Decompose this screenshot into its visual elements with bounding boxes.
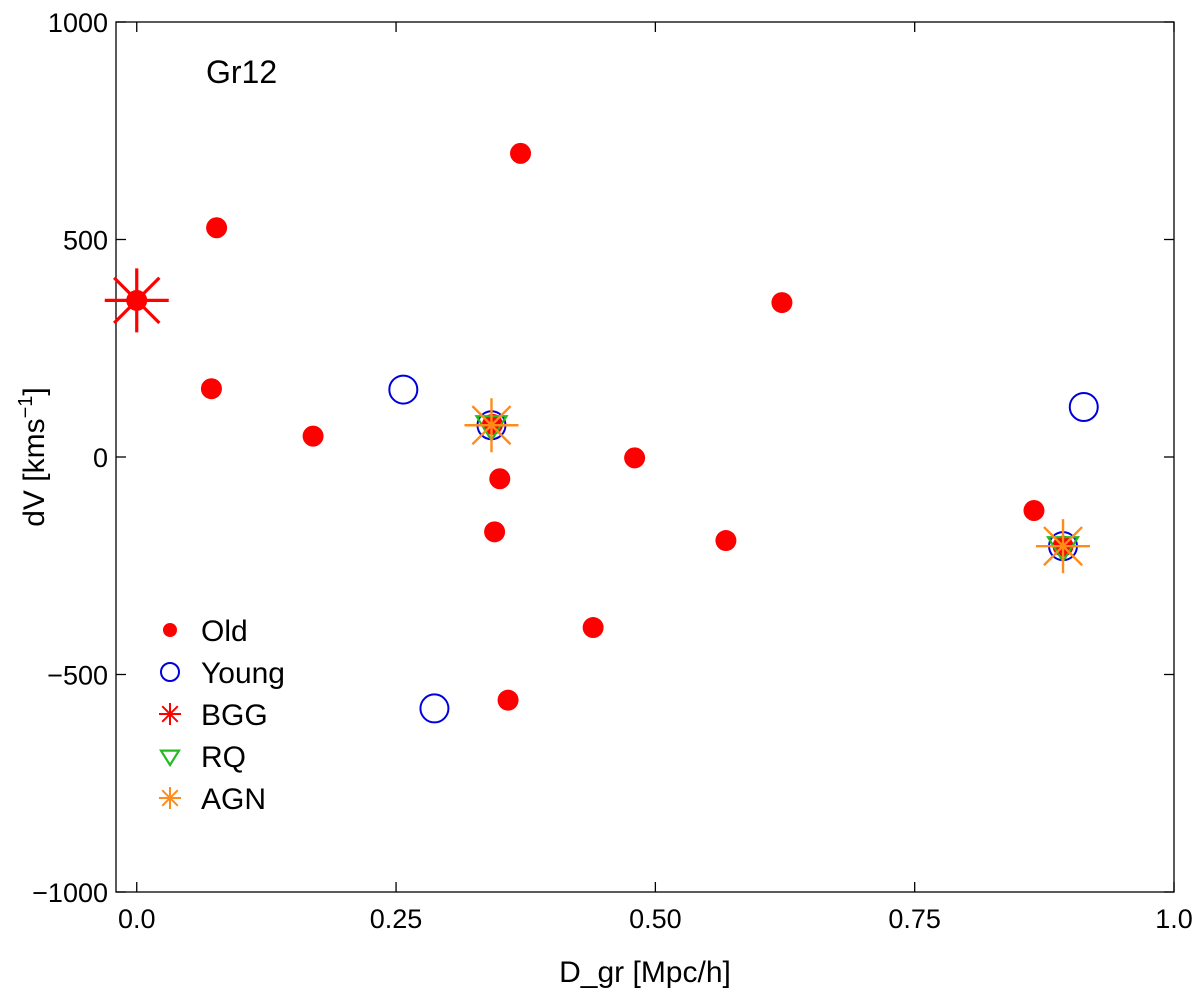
y-axis-label-close: ] [18, 387, 51, 395]
data-points [104, 142, 1099, 724]
legend: Old Young BGG RQ AGN [159, 615, 285, 816]
x-tick-label: 0.75 [888, 904, 941, 934]
old-point [302, 425, 324, 447]
old-point [582, 617, 604, 639]
y-tick-label: 0 [93, 443, 108, 473]
young-point [1068, 391, 1099, 422]
y-tick-label: 500 [63, 226, 108, 256]
old-point [489, 468, 511, 490]
legend-marker-agn [159, 787, 181, 809]
x-axis-label: D_gr [Mpc/h] [559, 956, 731, 989]
x-tick-label: 0.25 [370, 904, 423, 934]
legend-marker-young [160, 662, 180, 682]
old-point [510, 142, 532, 164]
axis-ticks: 0.0 0.25 0.50 0.75 1.0 −1000 −500 0 500 1000 [32, 8, 1193, 934]
old-point [484, 521, 506, 543]
old-point [771, 292, 793, 314]
bgg-point-stroke [112, 276, 161, 325]
y-axis-label-main: dV [kms [18, 418, 51, 526]
legend-marker-old [163, 623, 177, 637]
agn-point-stroke [471, 405, 512, 446]
old-point [497, 689, 519, 711]
young-point [419, 693, 450, 724]
chart-annotation: Gr12 [206, 54, 277, 90]
y-axis-label-sup: −1 [15, 396, 37, 419]
old-point [624, 447, 646, 469]
legend-marker-rq [159, 749, 181, 768]
legend-label-agn: AGN [201, 783, 266, 816]
old-point [206, 217, 228, 239]
agn-point [1036, 519, 1091, 574]
y-tick-label: −1000 [32, 878, 108, 908]
legend-label-young: Young [201, 657, 285, 690]
legend-label-old: Old [201, 615, 248, 648]
bgg-point [104, 268, 169, 333]
old-point [200, 378, 222, 400]
legend-marker-bgg [159, 703, 181, 725]
legend-label-rq: RQ [201, 741, 246, 774]
x-tick-label: 1.0 [1155, 904, 1193, 934]
legend-marker-bgg-stroke [161, 705, 179, 723]
y-axis-label: dV [kms−1] [15, 387, 51, 527]
agn-point [464, 398, 519, 453]
legend-marker-agn-stroke [161, 789, 179, 807]
y-tick-label: 1000 [48, 8, 108, 38]
old-point [715, 530, 737, 552]
old-point [1023, 500, 1045, 522]
y-tick-label: −500 [47, 661, 108, 691]
agn-point-stroke [1043, 526, 1083, 567]
x-tick-label: 0.0 [118, 904, 156, 934]
legend-label-bgg: BGG [201, 699, 268, 732]
young-point [388, 374, 419, 405]
x-tick-label: 0.50 [629, 904, 682, 934]
